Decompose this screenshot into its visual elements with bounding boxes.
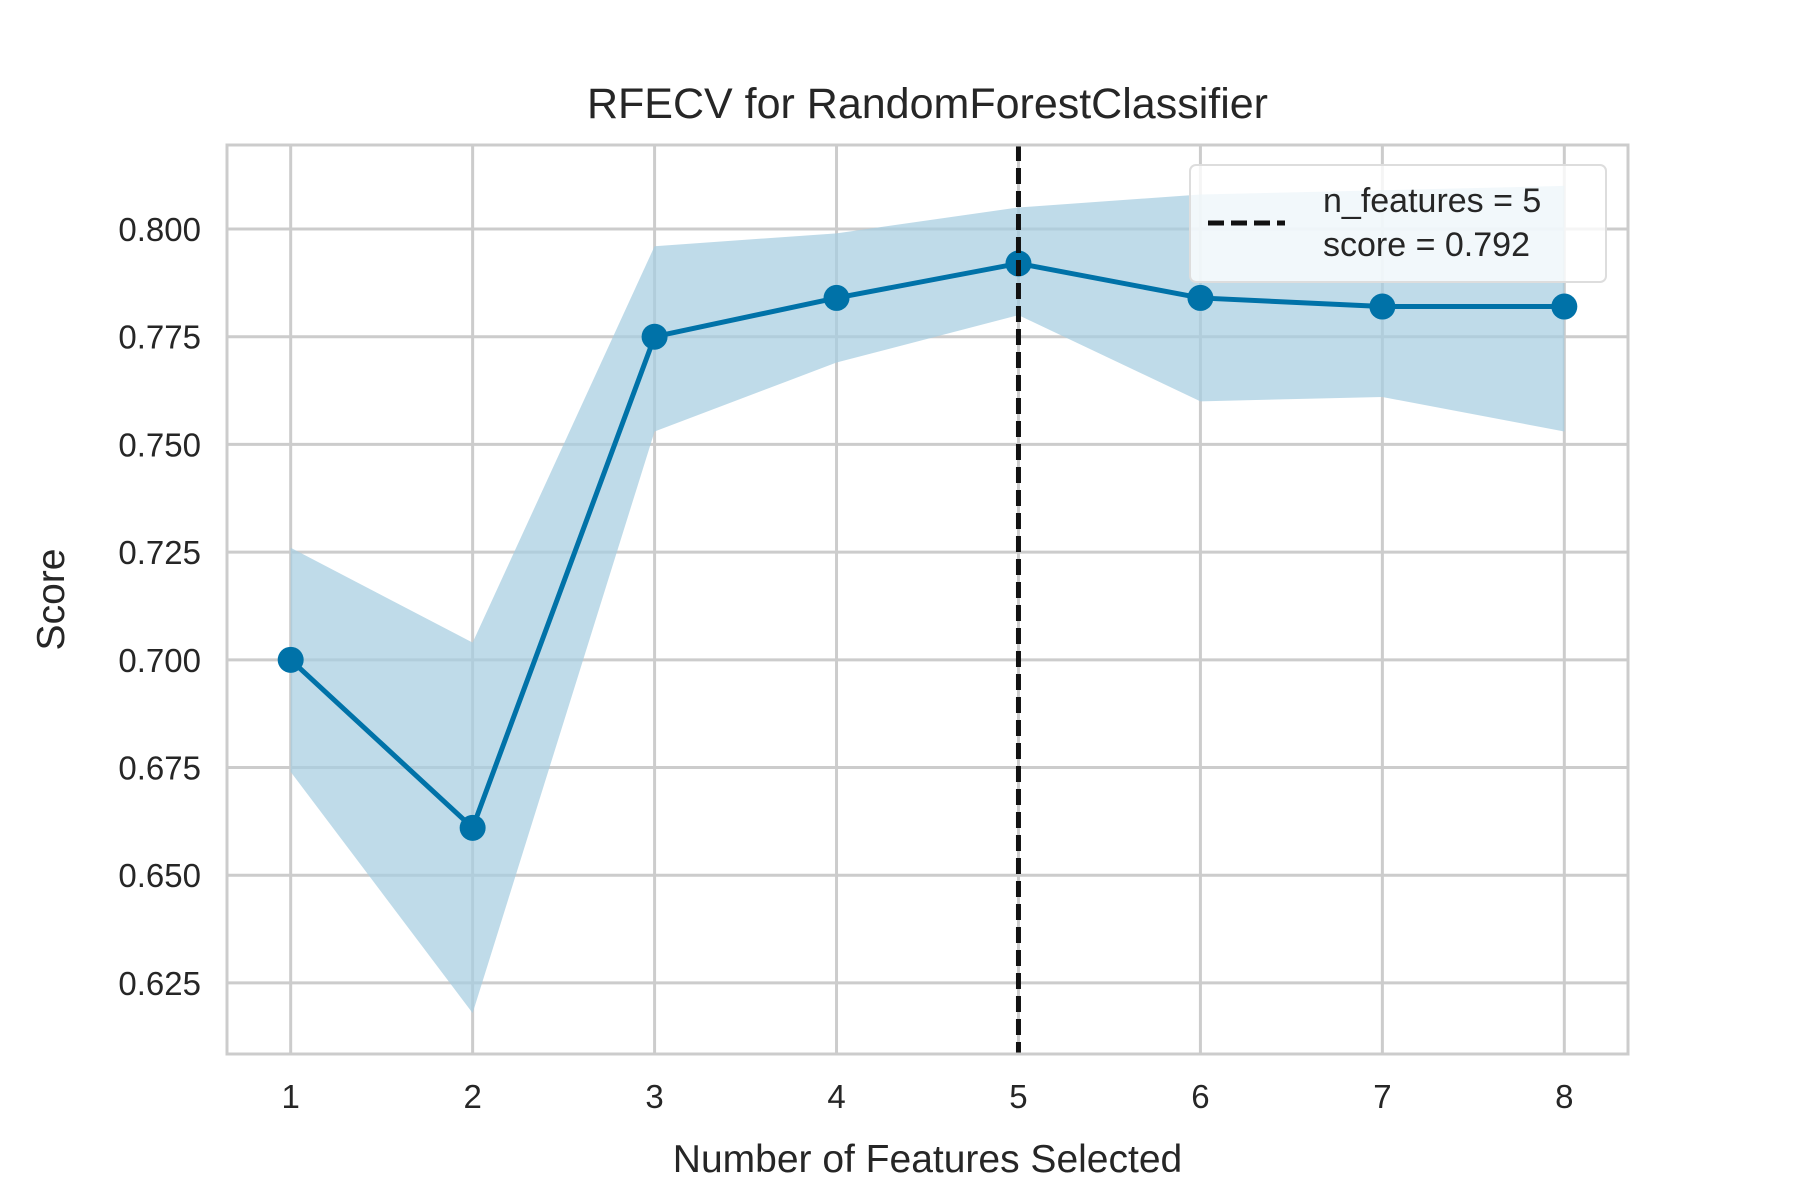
mean-score-series <box>277 250 1578 841</box>
x-tick-label-2: 2 <box>463 1078 481 1115</box>
x-tick-label-8: 8 <box>1555 1078 1573 1115</box>
data-point-3 <box>641 323 668 350</box>
data-point-1 <box>277 646 304 673</box>
x-axis-label: Number of Features Selected <box>673 1138 1182 1181</box>
data-point-2 <box>459 814 486 841</box>
x-tick-label-6: 6 <box>1191 1078 1209 1115</box>
legend-n-features: n_features = 5 <box>1323 182 1541 220</box>
x-tick-labels: 1 2 3 4 5 6 7 8 <box>282 1078 1574 1115</box>
y-tick-label-0.650: 0.650 <box>118 857 201 894</box>
data-point-4 <box>823 284 850 311</box>
y-tick-labels: 0.625 0.650 0.675 0.700 0.725 0.750 0.775 0.800 <box>118 211 201 1002</box>
cv-score-band <box>290 185 1565 1014</box>
data-point-8 <box>1551 293 1578 320</box>
cv-score-band-area <box>290 185 1565 1014</box>
x-tick-label-3: 3 <box>645 1078 663 1115</box>
y-tick-label-0.800: 0.800 <box>118 211 201 248</box>
chart-title: RFECV for RandomForestClassifier <box>587 80 1268 128</box>
mean-score-line <box>288 260 1565 831</box>
y-axis-label: Score <box>30 549 73 651</box>
y-tick-label-0.725: 0.725 <box>118 534 201 571</box>
y-tick-label-0.675: 0.675 <box>118 750 201 787</box>
y-tick-label-0.750: 0.750 <box>118 426 201 463</box>
plot-frame <box>225 143 1630 1056</box>
y-tick-label-0.775: 0.775 <box>118 319 201 356</box>
y-tick-label-0.625: 0.625 <box>118 965 201 1002</box>
legend: n_features = 5 score = 0.792 <box>1189 164 1607 283</box>
legend-score: score = 0.792 <box>1323 226 1530 264</box>
legend-box <box>1189 164 1607 283</box>
data-point-6 <box>1187 284 1214 311</box>
x-tick-label-4: 4 <box>827 1078 845 1115</box>
x-tick-label-7: 7 <box>1373 1078 1391 1115</box>
y-tick-label-0.700: 0.700 <box>118 642 201 679</box>
x-tick-label-5: 5 <box>1009 1078 1027 1115</box>
x-tick-label-1: 1 <box>282 1078 300 1115</box>
data-point-7 <box>1369 293 1396 320</box>
